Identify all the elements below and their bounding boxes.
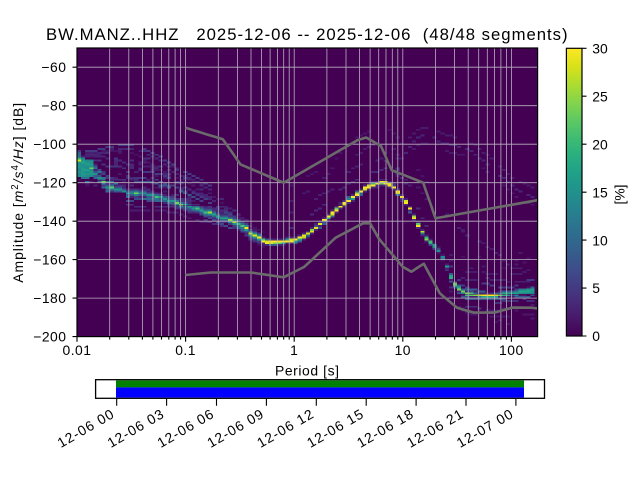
- svg-text:−100: −100: [33, 136, 66, 152]
- svg-text:−60: −60: [41, 59, 66, 75]
- svg-text:−200: −200: [33, 329, 66, 345]
- svg-text:1: 1: [290, 342, 298, 358]
- svg-text:−80: −80: [41, 98, 66, 114]
- svg-text:0.01: 0.01: [62, 342, 91, 358]
- svg-text:[%]: [%]: [611, 184, 627, 204]
- svg-text:Amplitude [m2/s4/Hz] [dB]: Amplitude [m2/s4/Hz] [dB]: [10, 102, 26, 283]
- svg-text:30: 30: [592, 41, 608, 57]
- svg-text:0.1: 0.1: [175, 342, 196, 358]
- svg-text:BW.MANZ..HHZ 2025-12-06 -- 2: BW.MANZ..HHZ 2025-12-06 -- 2025-12-06 (4…: [46, 25, 569, 44]
- svg-text:−160: −160: [33, 252, 66, 268]
- svg-text:12-07 00: 12-07 00: [454, 405, 517, 450]
- svg-text:10: 10: [592, 232, 608, 248]
- svg-text:20: 20: [592, 136, 608, 152]
- svg-text:−140: −140: [33, 213, 66, 229]
- svg-text:25: 25: [592, 89, 608, 105]
- svg-text:−120: −120: [33, 175, 66, 191]
- svg-text:5: 5: [592, 280, 600, 296]
- svg-text:0: 0: [592, 328, 600, 344]
- svg-text:Period [s]: Period [s]: [275, 363, 340, 379]
- svg-text:10: 10: [395, 342, 411, 358]
- svg-text:−180: −180: [33, 290, 66, 306]
- svg-text:100: 100: [499, 342, 524, 358]
- svg-text:15: 15: [592, 184, 608, 200]
